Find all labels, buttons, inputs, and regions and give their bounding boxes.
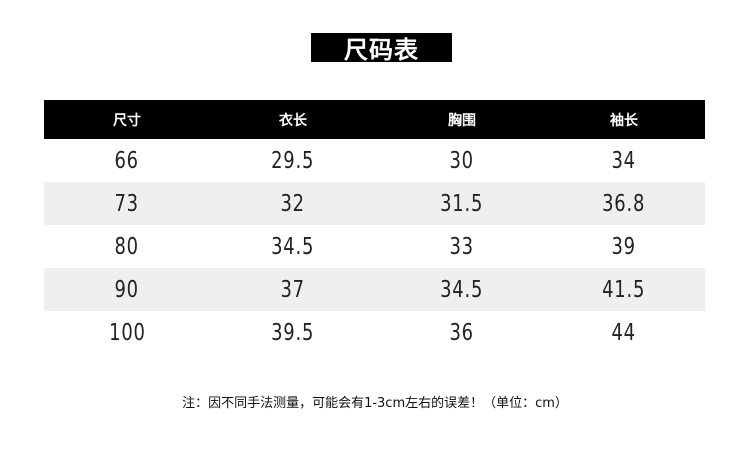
cell-value: 34 <box>611 147 637 174</box>
cell-value: 34.5 <box>271 233 315 260</box>
cell-value: 36.8 <box>602 190 646 217</box>
cell-value: 44 <box>611 319 637 346</box>
table-row: 100 39.5 36 44 <box>44 311 705 354</box>
cell-value: 32 <box>280 190 306 217</box>
table-cell: 31.5 <box>382 182 542 225</box>
table-cell: 30 <box>382 139 542 182</box>
table-cell: 41.5 <box>544 268 704 311</box>
cell-value: 80 <box>114 233 140 260</box>
page-title: 尺码表 <box>311 33 452 64</box>
cell-value: 90 <box>114 276 140 303</box>
table-cell: 39.5 <box>213 311 373 354</box>
table-cell: 73 <box>47 182 207 225</box>
header-cell: 衣长 <box>279 112 307 129</box>
cell-value: 39 <box>611 233 637 260</box>
table-cell: 90 <box>47 268 207 311</box>
cell-value: 37 <box>280 276 306 303</box>
cell-value: 30 <box>449 147 475 174</box>
table-cell: 34.5 <box>382 268 542 311</box>
table-row: 80 34.5 33 39 <box>44 225 705 268</box>
size-table: 尺寸 衣长 胸围 袖长 66 29.5 30 34 73 32 31.5 36.8 80 34.5… <box>44 100 705 354</box>
table-cell: 32 <box>213 182 373 225</box>
table-row: 90 37 34.5 41.5 <box>44 268 705 311</box>
cell-value: 73 <box>114 190 140 217</box>
header-cell: 尺寸 <box>113 112 141 129</box>
cell-value: 100 <box>108 319 146 346</box>
table-cell: 29.5 <box>213 139 373 182</box>
cell-value: 39.5 <box>271 319 315 346</box>
table-cell: 37 <box>213 268 373 311</box>
table-row: 66 29.5 30 34 <box>44 139 705 182</box>
header-cell: 胸围 <box>448 112 476 129</box>
cell-value: 31.5 <box>440 190 484 217</box>
table-cell: 36 <box>382 311 542 354</box>
table-cell: 66 <box>47 139 207 182</box>
cell-value: 66 <box>114 147 140 174</box>
table-cell: 100 <box>47 311 207 354</box>
cell-value: 36 <box>449 319 475 346</box>
table-cell: 44 <box>544 311 704 354</box>
table-cell: 33 <box>382 225 542 268</box>
table-header: 尺寸 衣长 胸围 袖长 <box>44 100 705 139</box>
table-cell: 34 <box>544 139 704 182</box>
table-cell: 80 <box>47 225 207 268</box>
table-cell: 36.8 <box>544 182 704 225</box>
measurement-note: 注：因不同手法测量，可能会有1-3cm左右的误差！（单位：cm） <box>182 396 568 411</box>
cell-value: 41.5 <box>602 276 646 303</box>
cell-value: 29.5 <box>271 147 315 174</box>
table-cell: 34.5 <box>213 225 373 268</box>
cell-value: 33 <box>449 233 475 260</box>
header-cell: 袖长 <box>610 112 638 129</box>
cell-value: 34.5 <box>440 276 484 303</box>
table-row: 73 32 31.5 36.8 <box>44 182 705 225</box>
table-cell: 39 <box>544 225 704 268</box>
